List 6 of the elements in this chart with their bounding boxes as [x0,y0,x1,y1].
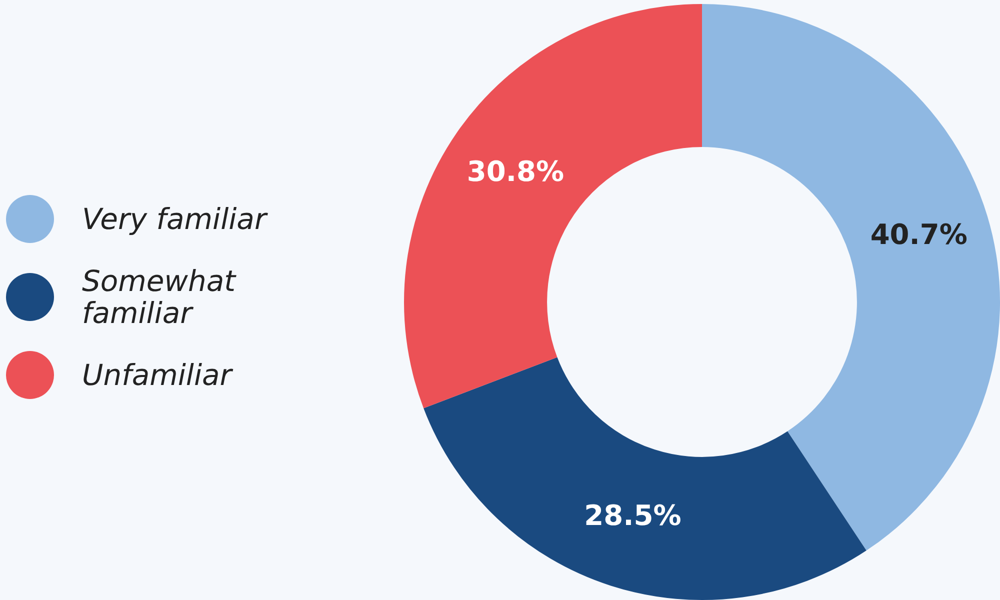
data-label: 28.5% [584,498,682,532]
legend-label: Unfamiliar [82,358,234,392]
legend-label: Very familiar [82,202,269,236]
data-label: 40.7% [870,218,968,252]
data-label: 30.8% [466,154,564,188]
legend-label: Somewhat familiar [82,264,238,330]
